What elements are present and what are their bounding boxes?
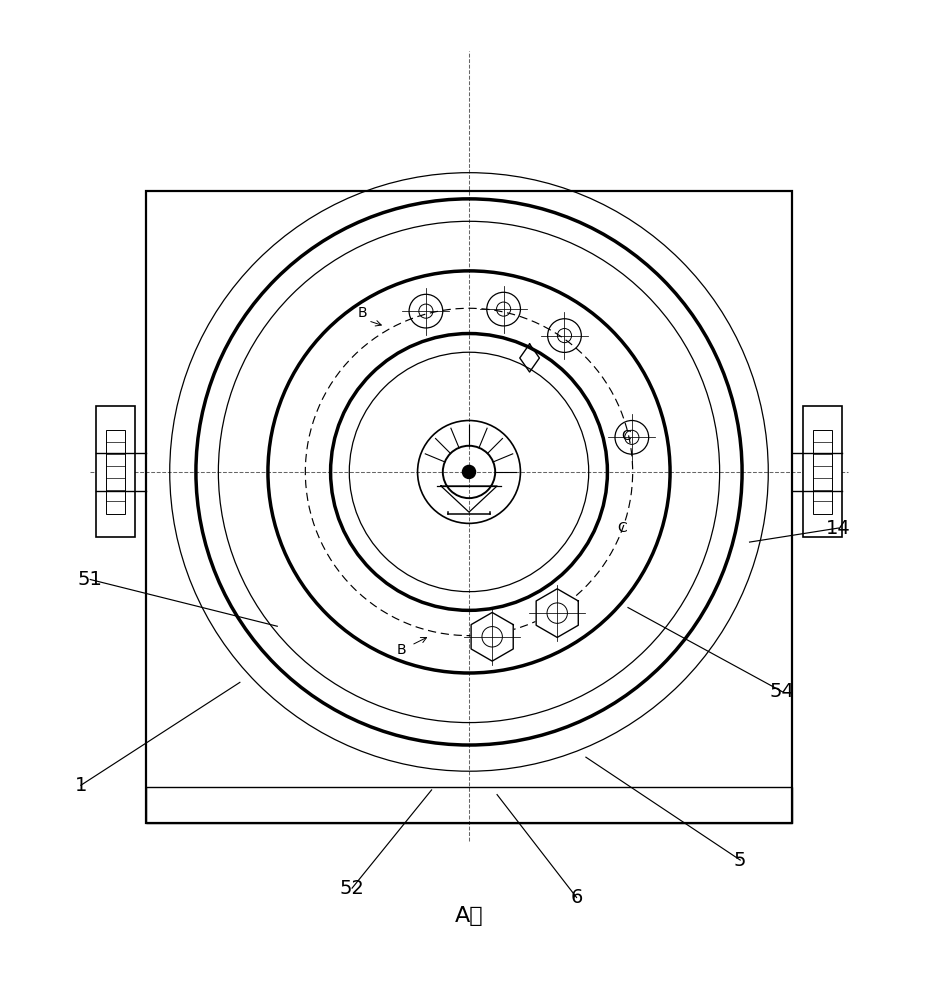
- Polygon shape: [471, 612, 513, 661]
- Text: 14: 14: [826, 519, 851, 538]
- Text: B: B: [397, 643, 407, 657]
- Text: C: C: [621, 429, 631, 443]
- Bar: [106, 430, 125, 514]
- Circle shape: [462, 465, 476, 478]
- Bar: [146, 191, 792, 823]
- Text: 5: 5: [734, 851, 747, 870]
- Bar: [146, 787, 792, 823]
- Text: C: C: [617, 521, 628, 535]
- Text: 54: 54: [770, 682, 794, 701]
- Text: B: B: [357, 306, 367, 320]
- Text: 6: 6: [570, 888, 582, 907]
- Text: 1: 1: [75, 776, 87, 795]
- Text: A向: A向: [455, 906, 483, 926]
- Bar: [803, 406, 842, 537]
- Bar: [813, 430, 832, 514]
- Polygon shape: [537, 589, 578, 637]
- Bar: [96, 406, 135, 537]
- Text: 52: 52: [340, 879, 365, 898]
- Text: 51: 51: [78, 570, 102, 589]
